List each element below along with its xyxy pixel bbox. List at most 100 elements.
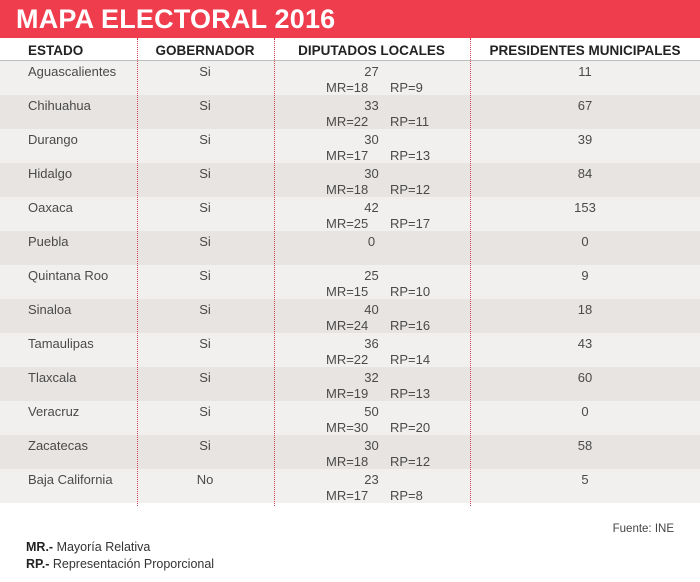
cell-estado: Puebla bbox=[28, 234, 69, 249]
cell-rp: RP=13 bbox=[390, 148, 431, 163]
cell-gobernador: No bbox=[196, 472, 214, 487]
cell-presidentes: 0 bbox=[581, 404, 589, 419]
cell-presidentes: 58 bbox=[577, 438, 593, 453]
table-row: Quintana Roo Si 25 MR=15 RP=10 9 bbox=[0, 265, 700, 299]
cell-estado: Chihuahua bbox=[28, 98, 91, 113]
cell-presidentes: 60 bbox=[577, 370, 593, 385]
table-row: Hidalgo Si 30 MR=18 RP=12 84 bbox=[0, 163, 700, 197]
legend-text: Representación Proporcional bbox=[52, 557, 215, 571]
cell-presidentes: 84 bbox=[577, 166, 593, 181]
cell-presidentes: 39 bbox=[577, 132, 593, 147]
cell-gobernador: Si bbox=[199, 132, 211, 147]
electoral-table: ESTADO GOBERNADOR DIPUTADOS LOCALES PRES… bbox=[0, 38, 700, 503]
cell-rp: RP=12 bbox=[390, 182, 431, 197]
cell-gobernador: Si bbox=[199, 166, 211, 181]
cell-mr: MR=18 bbox=[326, 80, 369, 95]
legend-abbr: RP.- bbox=[26, 557, 50, 571]
cell-estado: Aguascalientes bbox=[28, 64, 117, 79]
cell-gobernador: Si bbox=[199, 98, 211, 113]
cell-estado: Tlaxcala bbox=[28, 370, 77, 385]
cell-rp: RP=8 bbox=[390, 488, 423, 503]
table-row: Chihuahua Si 33 MR=22 RP=11 67 bbox=[0, 95, 700, 129]
cell-presidentes: 67 bbox=[577, 98, 593, 113]
table-body: Aguascalientes Si 27 MR=18 RP=9 11 Chihuahua Si… bbox=[0, 61, 700, 503]
cell-estado: Baja California bbox=[28, 472, 113, 487]
table-row: Puebla Si 0 0 bbox=[0, 231, 700, 265]
cell-estado: Oaxaca bbox=[28, 200, 73, 215]
cell-gobernador: Si bbox=[199, 336, 211, 351]
table-row: Sinaloa Si 40 MR=24 RP=16 18 bbox=[0, 299, 700, 333]
table-row: Aguascalientes Si 27 MR=18 RP=9 11 bbox=[0, 61, 700, 95]
cell-diputados: 30 bbox=[364, 438, 379, 453]
cell-rp: RP=9 bbox=[390, 80, 423, 95]
cell-diputados: 40 bbox=[364, 302, 379, 317]
cell-rp: RP=13 bbox=[390, 386, 431, 401]
cell-presidentes: 43 bbox=[577, 336, 593, 351]
cell-gobernador: Si bbox=[199, 200, 211, 215]
cell-mr: MR=18 bbox=[326, 454, 369, 469]
cell-mr: MR=25 bbox=[326, 216, 369, 231]
table-row: Veracruz Si 50 MR=30 RP=20 0 bbox=[0, 401, 700, 435]
cell-estado: Tamaulipas bbox=[28, 336, 94, 351]
cell-diputados: 33 bbox=[364, 98, 379, 113]
cell-mr: MR=19 bbox=[326, 386, 369, 401]
header-diputados: DIPUTADOS LOCALES bbox=[298, 43, 445, 58]
cell-mr: MR=15 bbox=[326, 284, 369, 299]
header-estado: ESTADO bbox=[28, 43, 84, 58]
header-presidentes: PRESIDENTES MUNICIPALES bbox=[489, 43, 681, 58]
cell-diputados: 50 bbox=[364, 404, 379, 419]
header-gobernador: GOBERNADOR bbox=[155, 43, 255, 58]
cell-estado: Durango bbox=[28, 132, 78, 147]
column-divider bbox=[470, 38, 471, 506]
cell-diputados: 27 bbox=[364, 64, 379, 79]
cell-gobernador: Si bbox=[199, 438, 211, 453]
cell-estado: Hidalgo bbox=[28, 166, 73, 181]
cell-estado: Sinaloa bbox=[28, 302, 72, 317]
cell-rp: RP=17 bbox=[390, 216, 431, 231]
table-row: Tlaxcala Si 32 MR=19 RP=13 60 bbox=[0, 367, 700, 401]
cell-gobernador: Si bbox=[199, 64, 211, 79]
title-bar: MAPA ELECTORAL 2016 bbox=[0, 0, 700, 38]
cell-gobernador: Si bbox=[199, 234, 211, 249]
cell-presidentes: 11 bbox=[578, 64, 592, 79]
cell-presidentes: 9 bbox=[581, 268, 589, 283]
cell-presidentes: 0 bbox=[581, 234, 589, 249]
cell-mr: MR=18 bbox=[326, 182, 369, 197]
cell-mr: MR=24 bbox=[326, 318, 369, 333]
table-row: Oaxaca Si 42 MR=25 RP=17 153 bbox=[0, 197, 700, 231]
cell-presidentes: 18 bbox=[577, 302, 593, 317]
legend-text: Mayoría Relativa bbox=[56, 540, 151, 554]
cell-rp: RP=12 bbox=[390, 454, 431, 469]
cell-diputados: 0 bbox=[367, 234, 376, 249]
table-row: Tamaulipas Si 36 MR=22 RP=14 43 bbox=[0, 333, 700, 367]
table-header: ESTADO GOBERNADOR DIPUTADOS LOCALES PRES… bbox=[0, 38, 700, 61]
page-title: MAPA ELECTORAL 2016 bbox=[16, 4, 336, 34]
cell-mr: MR=17 bbox=[326, 488, 369, 503]
cell-estado: Quintana Roo bbox=[28, 268, 109, 283]
cell-gobernador: Si bbox=[199, 404, 211, 419]
table-row: Baja California No 23 MR=17 RP=8 5 bbox=[0, 469, 700, 503]
cell-presidentes: 153 bbox=[574, 200, 596, 215]
cell-diputados: 25 bbox=[364, 268, 379, 283]
legend-abbr: MR.- bbox=[26, 540, 54, 554]
cell-diputados: 42 bbox=[364, 200, 379, 215]
cell-gobernador: Si bbox=[199, 302, 211, 317]
cell-rp: RP=14 bbox=[390, 352, 431, 367]
legend-item-rp: RP.- Representación Proporcional bbox=[26, 557, 214, 572]
cell-rp: RP=10 bbox=[390, 284, 431, 299]
cell-rp: RP=11 bbox=[390, 114, 430, 129]
cell-diputados: 23 bbox=[364, 472, 379, 487]
cell-presidentes: 5 bbox=[581, 472, 589, 487]
column-divider bbox=[137, 38, 138, 506]
source-note: Fuente: INE bbox=[612, 523, 674, 535]
cell-rp: RP=20 bbox=[390, 420, 431, 435]
cell-gobernador: Si bbox=[199, 268, 211, 283]
cell-mr: MR=30 bbox=[326, 420, 369, 435]
cell-estado: Zacatecas bbox=[28, 438, 88, 453]
cell-diputados: 36 bbox=[364, 336, 379, 351]
cell-diputados: 30 bbox=[364, 166, 379, 181]
cell-gobernador: Si bbox=[199, 370, 211, 385]
cell-estado: Veracruz bbox=[28, 404, 80, 419]
legend-item-mr: MR.- Mayoría Relativa bbox=[26, 540, 150, 555]
column-divider bbox=[274, 38, 275, 506]
